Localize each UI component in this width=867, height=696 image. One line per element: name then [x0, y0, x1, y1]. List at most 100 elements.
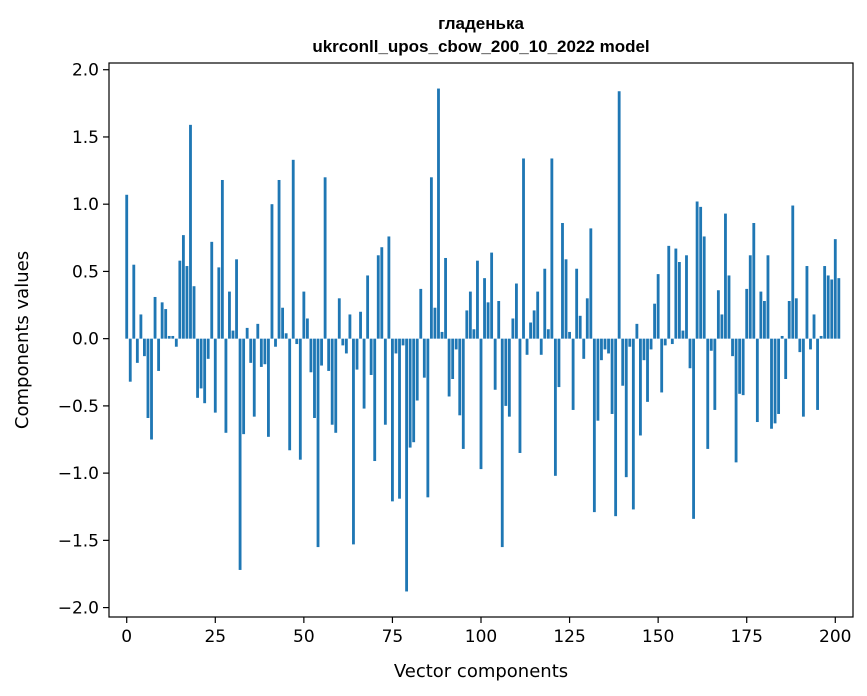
bar-127 — [575, 268, 579, 339]
bar-99 — [476, 260, 479, 339]
bar-8 — [153, 296, 157, 339]
bar-89 — [440, 331, 444, 339]
bar-93 — [454, 338, 458, 350]
bar-54 — [316, 338, 320, 548]
bar-109 — [511, 318, 515, 339]
bar-184 — [777, 338, 781, 414]
bar-69 — [369, 338, 373, 375]
bar-137 — [610, 338, 614, 414]
bar-60 — [337, 298, 341, 339]
bar-42 — [274, 338, 277, 347]
x-tick-label: 200 — [819, 627, 851, 647]
bar-114 — [529, 322, 533, 339]
bar-82 — [415, 338, 419, 401]
bar-14 — [174, 338, 178, 347]
bar-139 — [617, 91, 621, 339]
bar-58 — [330, 338, 334, 425]
bar-113 — [525, 338, 529, 355]
bar-199 — [830, 279, 834, 339]
bar-198 — [826, 275, 830, 339]
bar-182 — [770, 338, 773, 429]
x-tick-label: 50 — [293, 627, 315, 647]
bar-106 — [500, 338, 504, 548]
x-tick-label: 25 — [204, 627, 226, 647]
y-tick-label: 2.0 — [72, 61, 99, 81]
x-tick-label: 0 — [121, 627, 132, 647]
bar-45 — [284, 333, 288, 339]
bar-50 — [302, 291, 306, 339]
bar-66 — [359, 311, 362, 339]
bar-74 — [387, 236, 391, 339]
bar-7 — [150, 338, 153, 440]
bar-79 — [405, 338, 409, 592]
bar-57 — [327, 338, 331, 371]
bars-group — [125, 88, 841, 592]
bar-120 — [550, 158, 554, 339]
bar-65 — [355, 338, 359, 370]
y-tick-label: −1.0 — [58, 464, 99, 484]
bar-149 — [653, 303, 657, 339]
bar-64 — [352, 338, 355, 545]
bar-129 — [582, 338, 586, 359]
bar-43 — [277, 179, 281, 339]
bar-140 — [621, 338, 625, 386]
bar-183 — [773, 338, 777, 424]
bar-48 — [295, 338, 299, 345]
x-tick-label: 150 — [642, 627, 674, 647]
chart-title-line2: ukrconll_upos_cbow_200_10_2022 model — [312, 37, 649, 56]
bar-37 — [256, 323, 260, 339]
bar-187 — [787, 301, 791, 339]
bar-108 — [507, 338, 511, 417]
bar-73 — [383, 338, 387, 425]
bar-24 — [210, 241, 214, 339]
bar-197 — [823, 266, 827, 339]
bar-107 — [504, 338, 508, 406]
bar-116 — [536, 291, 540, 339]
bar-194 — [812, 314, 816, 339]
bar-32 — [238, 338, 242, 570]
y-tick-label: 0.0 — [72, 330, 99, 350]
y-tick-label: 0.5 — [72, 262, 99, 282]
bar-0 — [125, 194, 129, 339]
bar-191 — [801, 338, 805, 417]
bar-56 — [323, 177, 327, 339]
x-tick-label: 100 — [465, 627, 497, 647]
y-axis-label: Components values — [12, 251, 33, 429]
bar-160 — [692, 338, 695, 519]
x-tick-label: 75 — [382, 627, 404, 647]
bar-26 — [217, 267, 221, 339]
bar-5 — [143, 338, 146, 357]
bar-31 — [235, 259, 238, 339]
bar-115 — [532, 310, 536, 339]
bar-34 — [245, 327, 249, 339]
bar-13 — [171, 335, 175, 339]
bar-6 — [146, 338, 150, 418]
bar-10 — [160, 302, 164, 339]
bar-177 — [752, 223, 756, 339]
bar-88 — [437, 88, 440, 339]
bar-85 — [426, 338, 430, 498]
bar-46 — [288, 338, 292, 451]
bar-35 — [249, 338, 253, 363]
bar-176 — [748, 255, 752, 339]
bar-132 — [592, 338, 596, 513]
bar-16 — [181, 235, 185, 339]
bar-25 — [213, 338, 217, 413]
bar-62 — [344, 338, 348, 354]
bar-156 — [677, 262, 681, 339]
bar-133 — [596, 338, 600, 421]
y-tick-label: −0.5 — [58, 397, 99, 417]
bar-141 — [624, 338, 628, 478]
bar-49 — [298, 338, 302, 460]
bar-136 — [607, 338, 610, 354]
bar-51 — [305, 318, 309, 339]
bar-193 — [809, 338, 812, 350]
bar-123 — [561, 223, 564, 339]
bar-33 — [242, 338, 246, 435]
bar-159 — [688, 338, 692, 369]
bar-190 — [798, 338, 802, 353]
bar-9 — [157, 338, 161, 371]
bar-134 — [600, 338, 603, 361]
bar-147 — [646, 338, 649, 402]
bar-28 — [224, 338, 228, 433]
